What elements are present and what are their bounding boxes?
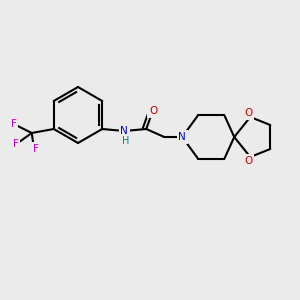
Text: F: F <box>13 139 19 149</box>
Text: O: O <box>244 108 252 118</box>
Text: F: F <box>11 119 17 129</box>
Text: H: H <box>122 136 129 146</box>
Text: O: O <box>244 156 252 166</box>
Text: N: N <box>120 126 128 136</box>
Text: N: N <box>178 132 186 142</box>
Text: O: O <box>149 106 158 116</box>
Text: F: F <box>33 144 39 154</box>
